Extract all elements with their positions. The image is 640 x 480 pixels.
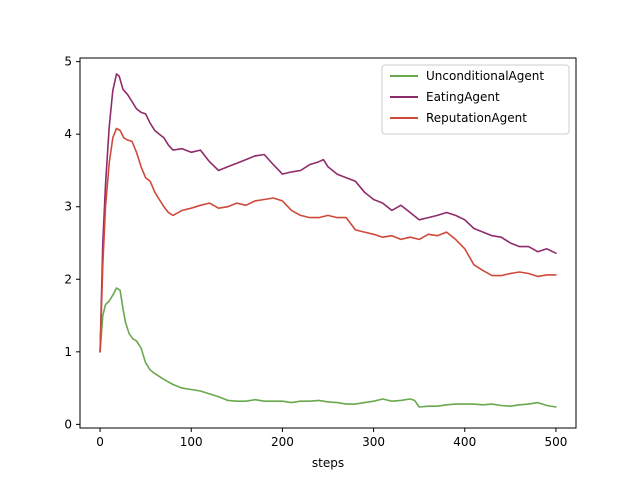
- y-tick-label: 1: [64, 345, 72, 359]
- x-tick-label: 300: [362, 435, 385, 449]
- axes-frame: [79, 57, 577, 429]
- y-axis: 0 1 2 3 4 5: [64, 55, 80, 431]
- x-axis-label: steps: [312, 456, 344, 470]
- series-layer: [99, 73, 557, 408]
- series-line-unconditionalagent: [99, 287, 557, 408]
- y-tick-label: 2: [64, 272, 72, 286]
- x-tick-label: 0: [96, 435, 104, 449]
- y-tick-label: 0: [64, 417, 72, 431]
- x-axis: 0 100 200 300 400 500: [96, 428, 567, 449]
- series-line-reputationagent: [99, 127, 557, 353]
- series-line-eatingagent: [99, 73, 557, 353]
- x-tick-label: 100: [180, 435, 203, 449]
- legend-entry: ReputationAgent: [426, 111, 527, 125]
- plot-area: [79, 57, 577, 429]
- x-tick-label: 500: [544, 435, 567, 449]
- x-tick-label: 400: [453, 435, 476, 449]
- legend-entry: EatingAgent: [426, 90, 500, 104]
- y-tick-label: 3: [64, 200, 72, 214]
- legend: UnconditionalAgent EatingAgent ReputationA…: [381, 64, 570, 135]
- y-tick-label: 5: [64, 55, 72, 69]
- y-tick-label: 4: [64, 127, 72, 141]
- legend-entry: UnconditionalAgent: [426, 69, 544, 83]
- legend-box: [381, 64, 570, 135]
- x-tick-label: 200: [271, 435, 294, 449]
